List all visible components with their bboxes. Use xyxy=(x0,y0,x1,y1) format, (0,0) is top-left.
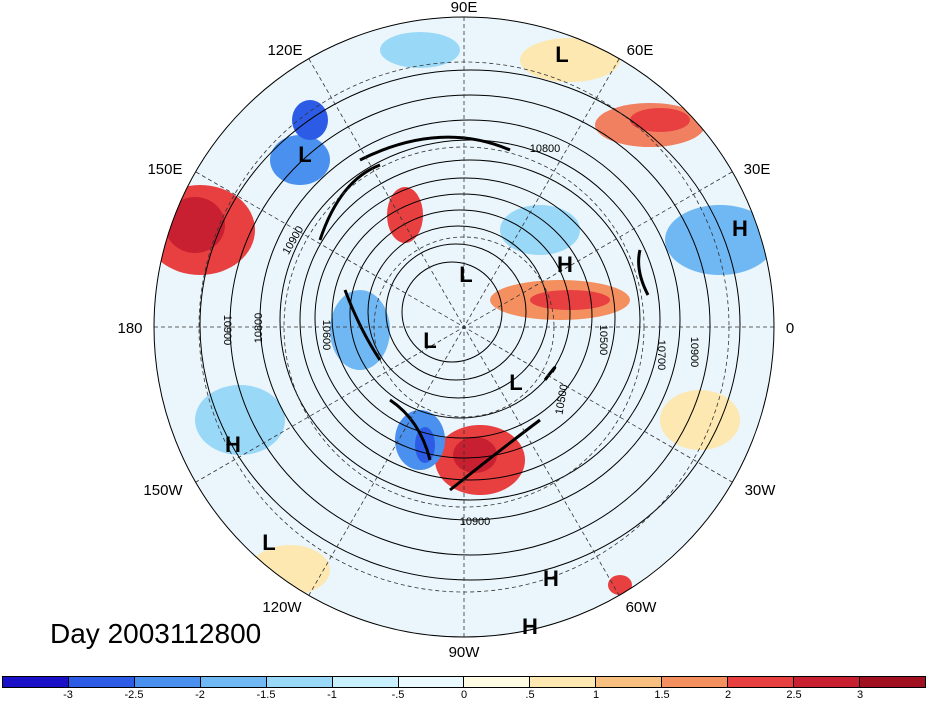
colorbar xyxy=(2,676,926,688)
contour-label: 10800 xyxy=(530,143,561,155)
map-boundary xyxy=(153,16,775,638)
pressure-center-label: H xyxy=(522,614,538,639)
colorbar-swatch xyxy=(530,677,597,687)
longitude-labels: 90E 60E 30E 0 30W 60W 90W 120W 150W 180 … xyxy=(117,0,794,661)
lon-label: 30W xyxy=(745,482,777,499)
lon-label: 150W xyxy=(143,482,183,499)
colorbar-tick-label: -1.5 xyxy=(256,689,276,701)
colorbar-swatch xyxy=(134,677,201,687)
lon-label: 0 xyxy=(786,320,794,337)
colorbar-swatch xyxy=(3,677,69,687)
lon-label: 120W xyxy=(262,599,302,616)
colorbar-tick-label: -1 xyxy=(327,689,337,701)
colorbar-tick-label: 1 xyxy=(592,689,600,701)
contour-label: 10700 xyxy=(655,340,667,371)
graticule xyxy=(154,17,774,637)
pressure-centers: L L H H L L L H L H H xyxy=(225,42,748,639)
contour-label: 10900 xyxy=(221,315,233,346)
pressure-center-label: H xyxy=(225,432,241,457)
pressure-center-label: L xyxy=(509,370,522,395)
contour-label: 10500 xyxy=(597,325,609,356)
lon-label: 150E xyxy=(147,161,182,178)
colorbar-swatch xyxy=(200,677,267,687)
lon-label: 60E xyxy=(627,42,654,59)
date-label: Day 2003112800 xyxy=(50,618,262,649)
lon-label: 60W xyxy=(626,599,658,616)
lon-label: 180 xyxy=(117,320,142,337)
contour-label: 10800 xyxy=(253,313,265,344)
colorbar-labels: -3 -2.5 -2 -1.5 -1 -.5 0 .5 1 1.5 2 2.5 3 xyxy=(2,689,926,702)
lon-label: 120E xyxy=(267,42,302,59)
colorbar-tick-label: 2.5 xyxy=(786,689,802,701)
colorbar-swatch xyxy=(68,677,135,687)
pressure-center-label: H xyxy=(557,252,573,277)
pressure-center-label: H xyxy=(732,216,748,241)
colorbar-swatch xyxy=(728,677,795,687)
colorbar-tick-label: -3 xyxy=(63,689,73,701)
pressure-center-label: L xyxy=(459,262,472,287)
lon-label: 30E xyxy=(744,161,771,178)
pressure-center-label: L xyxy=(262,530,275,555)
colorbar-swatch xyxy=(464,677,531,687)
colorbar-tick-label: -.5 xyxy=(391,689,405,701)
colorbar-tick-label: -2.5 xyxy=(124,689,144,701)
pressure-center-label: H xyxy=(543,566,559,591)
colorbar-swatch xyxy=(596,677,663,687)
colorbar-tick-label: 2 xyxy=(724,689,732,701)
colorbar-tick-label: .5 xyxy=(525,689,535,701)
contour-label: 10900 xyxy=(460,516,491,528)
colorbar-swatch xyxy=(398,677,465,687)
colorbar-swatch xyxy=(266,677,333,687)
colorbar-tick-label: 1.5 xyxy=(654,689,670,701)
pressure-center-label: L xyxy=(298,142,311,167)
colorbar-swatch xyxy=(794,677,860,687)
colorbar-tick-label: -2 xyxy=(195,689,205,701)
pressure-center-label: L xyxy=(423,328,436,353)
contour-label: 10600 xyxy=(320,320,332,351)
colorbar-swatch xyxy=(332,677,399,687)
lon-label: 90W xyxy=(449,644,481,661)
colorbar-swatch xyxy=(662,677,729,687)
pressure-center-label: L xyxy=(555,42,568,67)
colorbar-tick-label: 3 xyxy=(856,689,864,701)
contour-label: 10900 xyxy=(688,337,700,368)
lon-label: 90E xyxy=(451,0,478,16)
colorbar-swatch xyxy=(859,677,925,687)
colorbar-tick-label: 0 xyxy=(460,689,468,701)
height-contours xyxy=(199,69,741,581)
contour-label: 10500 xyxy=(553,383,570,415)
